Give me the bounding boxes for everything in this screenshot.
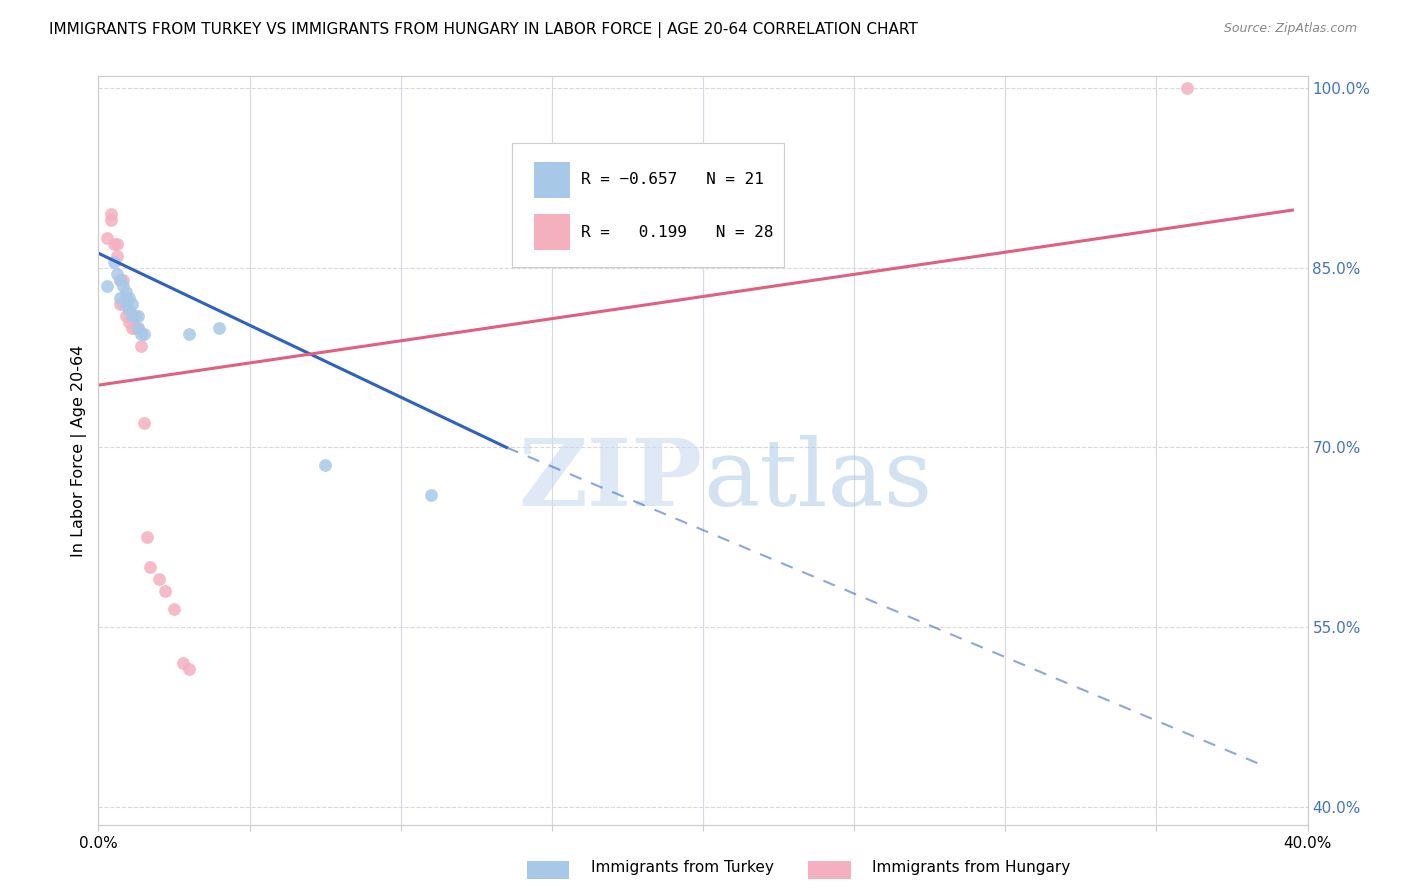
Point: [114, 296, 136, 310]
Point: [153, 584, 176, 599]
Text: R = −0.657   N = 21: R = −0.657 N = 21: [581, 172, 763, 186]
Point: [179, 326, 201, 341]
Point: [118, 302, 141, 317]
Y-axis label: In Labor Force | Age 20-64: In Labor Force | Age 20-64: [72, 344, 87, 557]
Point: [1175, 80, 1198, 95]
Point: [127, 309, 149, 323]
Point: [118, 291, 141, 305]
Point: [103, 236, 125, 251]
Point: [108, 272, 131, 286]
Point: [127, 320, 149, 334]
Point: [105, 236, 128, 251]
Point: [108, 291, 131, 305]
Point: [127, 320, 149, 334]
Point: [124, 309, 146, 323]
Point: [114, 309, 136, 323]
Point: [105, 267, 128, 281]
Point: [111, 296, 134, 310]
Text: IMMIGRANTS FROM TURKEY VS IMMIGRANTS FROM HUNGARY IN LABOR FORCE | AGE 20-64 COR: IMMIGRANTS FROM TURKEY VS IMMIGRANTS FRO…: [49, 22, 918, 38]
Point: [163, 602, 186, 616]
Point: [121, 320, 143, 334]
Point: [148, 572, 170, 586]
Point: [132, 417, 155, 431]
Point: [108, 296, 131, 310]
Point: [314, 458, 336, 473]
Point: [129, 338, 152, 352]
Point: [179, 662, 201, 676]
Point: [118, 302, 141, 317]
Text: Immigrants from Turkey: Immigrants from Turkey: [591, 861, 773, 875]
Bar: [534, 214, 569, 251]
Point: [100, 212, 122, 227]
Point: [108, 272, 131, 286]
Point: [103, 254, 125, 268]
Bar: [534, 162, 569, 198]
FancyBboxPatch shape: [512, 144, 785, 267]
Point: [111, 278, 134, 293]
Point: [208, 320, 231, 334]
Point: [100, 207, 122, 221]
Text: atlas: atlas: [703, 435, 932, 525]
Point: [121, 296, 143, 310]
Point: [114, 291, 136, 305]
Point: [129, 326, 152, 341]
Text: R =   0.199   N = 28: R = 0.199 N = 28: [581, 225, 773, 240]
Point: [121, 309, 143, 323]
Text: Source: ZipAtlas.com: Source: ZipAtlas.com: [1223, 22, 1357, 36]
Point: [124, 320, 146, 334]
Point: [420, 488, 443, 502]
Text: ZIP: ZIP: [519, 435, 703, 525]
Point: [139, 560, 162, 574]
Text: Immigrants from Hungary: Immigrants from Hungary: [872, 861, 1070, 875]
Point: [121, 309, 143, 323]
Point: [135, 530, 157, 544]
Point: [96, 278, 118, 293]
Point: [172, 657, 194, 671]
Point: [96, 230, 118, 244]
Point: [105, 249, 128, 263]
Point: [114, 285, 136, 299]
Point: [132, 326, 155, 341]
Point: [118, 315, 141, 329]
Point: [111, 272, 134, 286]
